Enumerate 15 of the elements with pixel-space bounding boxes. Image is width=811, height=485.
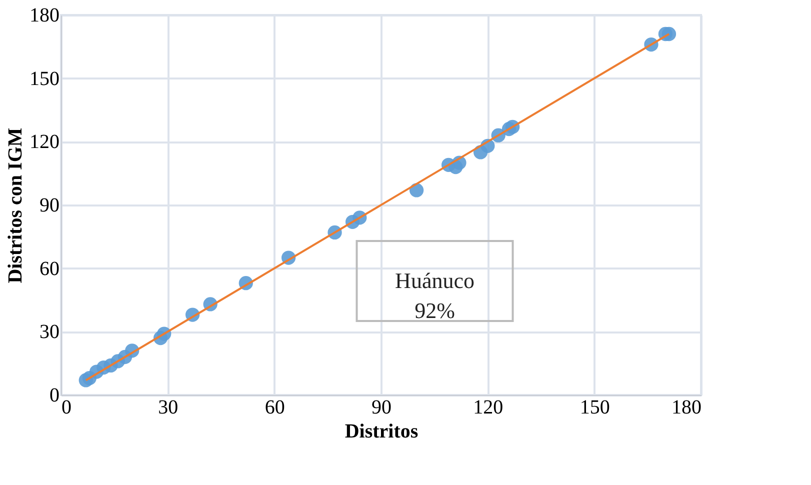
- y-tick-label: 180: [30, 4, 60, 26]
- x-tick-label: 90: [372, 396, 392, 418]
- y-tick-label: 60: [40, 258, 60, 280]
- x-tick-label: 150: [580, 396, 610, 418]
- y-tick-label: 150: [30, 68, 60, 90]
- x-tick-label: 60: [264, 396, 285, 418]
- y-axis-title: Distritos con IGM: [4, 128, 26, 284]
- y-tick-label: 120: [30, 131, 60, 154]
- annotation: Huánuco 92%: [395, 268, 474, 323]
- x-tick-label: 30: [158, 396, 178, 418]
- x-tick-label: 180: [672, 396, 702, 418]
- x-axis-title: Distritos: [344, 420, 418, 442]
- y-tick-label: 30: [40, 321, 60, 344]
- x-tick-label: 120: [473, 396, 504, 418]
- y-tick-label: 90: [40, 194, 60, 216]
